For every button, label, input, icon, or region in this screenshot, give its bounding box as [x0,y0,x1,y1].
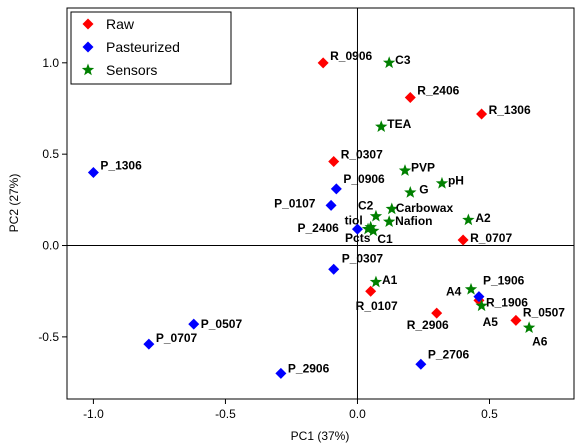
point-label: Carbowax [396,201,454,215]
data-point-pasteurized [188,318,200,330]
data-point-sensors [435,176,449,189]
point-label: TEA [387,117,411,131]
point-label: R_0307 [341,147,383,161]
data-point-pasteurized [330,183,342,195]
data-point-raw [476,108,488,120]
point-label: R_0906 [330,49,372,63]
x-tick-label: 0.0 [349,407,366,421]
point-label: P_1906 [483,274,525,288]
point-label: C2 [358,198,374,212]
legend-label: Sensors [106,62,157,78]
point-label: A5 [483,315,499,329]
data-point-sensors [522,321,536,333]
point-label: PVP [411,161,435,175]
point-label: P_0107 [274,196,316,210]
point-label: Nafion [395,214,432,228]
legend-marker-pasteurized [82,41,94,53]
data-point-raw [404,92,416,104]
data-point-raw [365,285,377,297]
data-point-pasteurized [473,291,485,303]
data-point-raw [431,307,443,319]
data-point-sensors [398,164,412,176]
point-label: pH [448,173,464,187]
x-tick-label: 0.5 [481,407,498,421]
data-point-sensors [364,220,377,233]
legend: Raw Pasteurized Sensors [70,11,232,85]
point-label: R_0107 [356,299,398,313]
data-point-pasteurized [415,358,427,370]
data-point-pasteurized [87,166,99,178]
data-point-pasteurized [143,338,155,350]
point-label: C1 [377,232,393,246]
legend-marker-raw [82,18,94,30]
point-label: A6 [532,335,548,349]
data-point-raw [457,234,469,246]
point-label: P_2906 [288,361,330,375]
point-label: R_2906 [407,318,449,332]
y-axis-title: PC2 (27%) [7,174,21,233]
point-label: C3 [395,53,411,67]
legend-label: Pasteurized [106,39,180,55]
point-label: R_2406 [417,84,459,98]
data-point-sensors [385,202,398,215]
point-label: Pcts [345,231,371,245]
point-label: P_0707 [156,331,198,345]
data-point-pasteurized [328,263,340,275]
reference-lines [67,8,574,399]
data-point-sensors [464,282,478,295]
data-point-raw [510,314,522,326]
data-point-sensors [361,222,375,235]
point-label: R_1306 [489,103,531,117]
data-point-sensors [367,224,380,237]
point-label: tiol [345,213,363,227]
data-point-pasteurized [325,199,337,211]
data-point-pasteurized [351,223,363,235]
data-point-sensors [404,186,417,198]
point-label: G [419,183,428,197]
point-label: A4 [446,284,462,298]
data-point-pasteurized [275,367,287,379]
legend-marker-sensors [81,63,95,76]
y-tick-label: 0.5 [42,147,59,161]
point-label: P_1306 [100,158,142,172]
point-label: P_0906 [343,172,385,186]
legend-box [70,11,232,85]
point-label: P_2406 [297,221,339,235]
y-tick-label: 1.0 [42,56,59,70]
point-label: P_2706 [428,347,470,361]
point-label: P_0307 [342,251,384,265]
data-point-sensors [475,299,488,312]
point-label: R_0707 [470,231,512,245]
axis-ticks: -1.0 -0.5 0.0 0.5 -0.5 0.0 0.5 1.0 [38,56,498,421]
y-tick-label: 0.0 [42,239,59,253]
point-labels: R_0906 R_2406 R_1306 R_0307 R_0707 R_0107 R_19… [100,49,565,376]
data-point-sensors [382,56,396,69]
data-point-sensors [462,213,475,226]
x-axis-title: PC1 (37%) [291,429,350,443]
data-point-sensors [375,120,388,133]
point-label: P_0507 [201,317,243,331]
data-point-sensors [382,215,396,228]
x-tick-label: -1.0 [83,407,104,421]
point-label: R_1906 [486,295,528,309]
point-label: A1 [382,273,398,287]
point-label: R_0507 [523,305,565,319]
data-point-raw [317,57,329,69]
data-point-sensors [369,275,383,288]
y-tick-label: -0.5 [38,330,59,344]
data-point-sensors [369,209,383,222]
data-points [87,56,536,379]
x-tick-label: -0.5 [215,407,236,421]
data-point-raw [328,155,340,167]
point-label: A2 [475,211,491,225]
legend-label: Raw [106,16,135,32]
